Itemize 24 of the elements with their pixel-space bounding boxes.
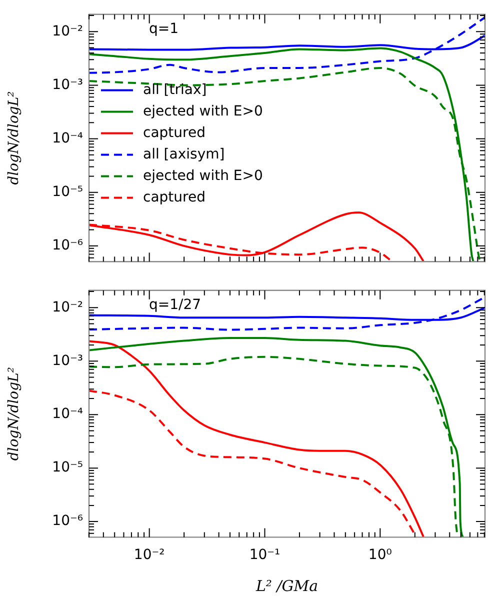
legend-label: all [triax]: [143, 82, 207, 98]
y-tick-label: 10⁻⁵: [52, 460, 83, 476]
y-tick-label: 10⁻⁶: [52, 513, 84, 530]
annotation: q=1/27: [149, 297, 202, 314]
y-axis-title: dlogN/dlogL²: [6, 366, 22, 461]
y-tick-label: 10⁻⁴: [52, 130, 84, 146]
legend-label: captured: [143, 124, 206, 141]
y-axis-title: dlogN/dlogL²: [6, 90, 22, 185]
y-tick-label: 10⁻²: [52, 23, 83, 40]
y-tick-label: 10⁻³: [52, 76, 83, 93]
y-tick-label: 10⁻²: [52, 299, 83, 316]
x-tick-label: 10⁻²: [134, 547, 165, 564]
x-tick-label: 10⁻¹: [249, 547, 280, 564]
annotation: q=1: [149, 21, 179, 38]
y-tick-label: 10⁻³: [52, 352, 83, 369]
legend-label: ejected with E>0: [143, 168, 263, 184]
legend-label: captured: [143, 189, 206, 206]
legend-label: ejected with E>0: [143, 103, 263, 120]
x-axis-title: L² /GMa: [254, 576, 318, 595]
y-tick-label: 10⁻⁴: [52, 406, 84, 422]
legend-label: all [axisym]: [143, 146, 225, 162]
x-tick-label: 10⁰: [368, 547, 392, 564]
y-tick-label: 10⁻⁵: [52, 184, 83, 200]
y-tick-label: 10⁻⁶: [52, 238, 84, 254]
